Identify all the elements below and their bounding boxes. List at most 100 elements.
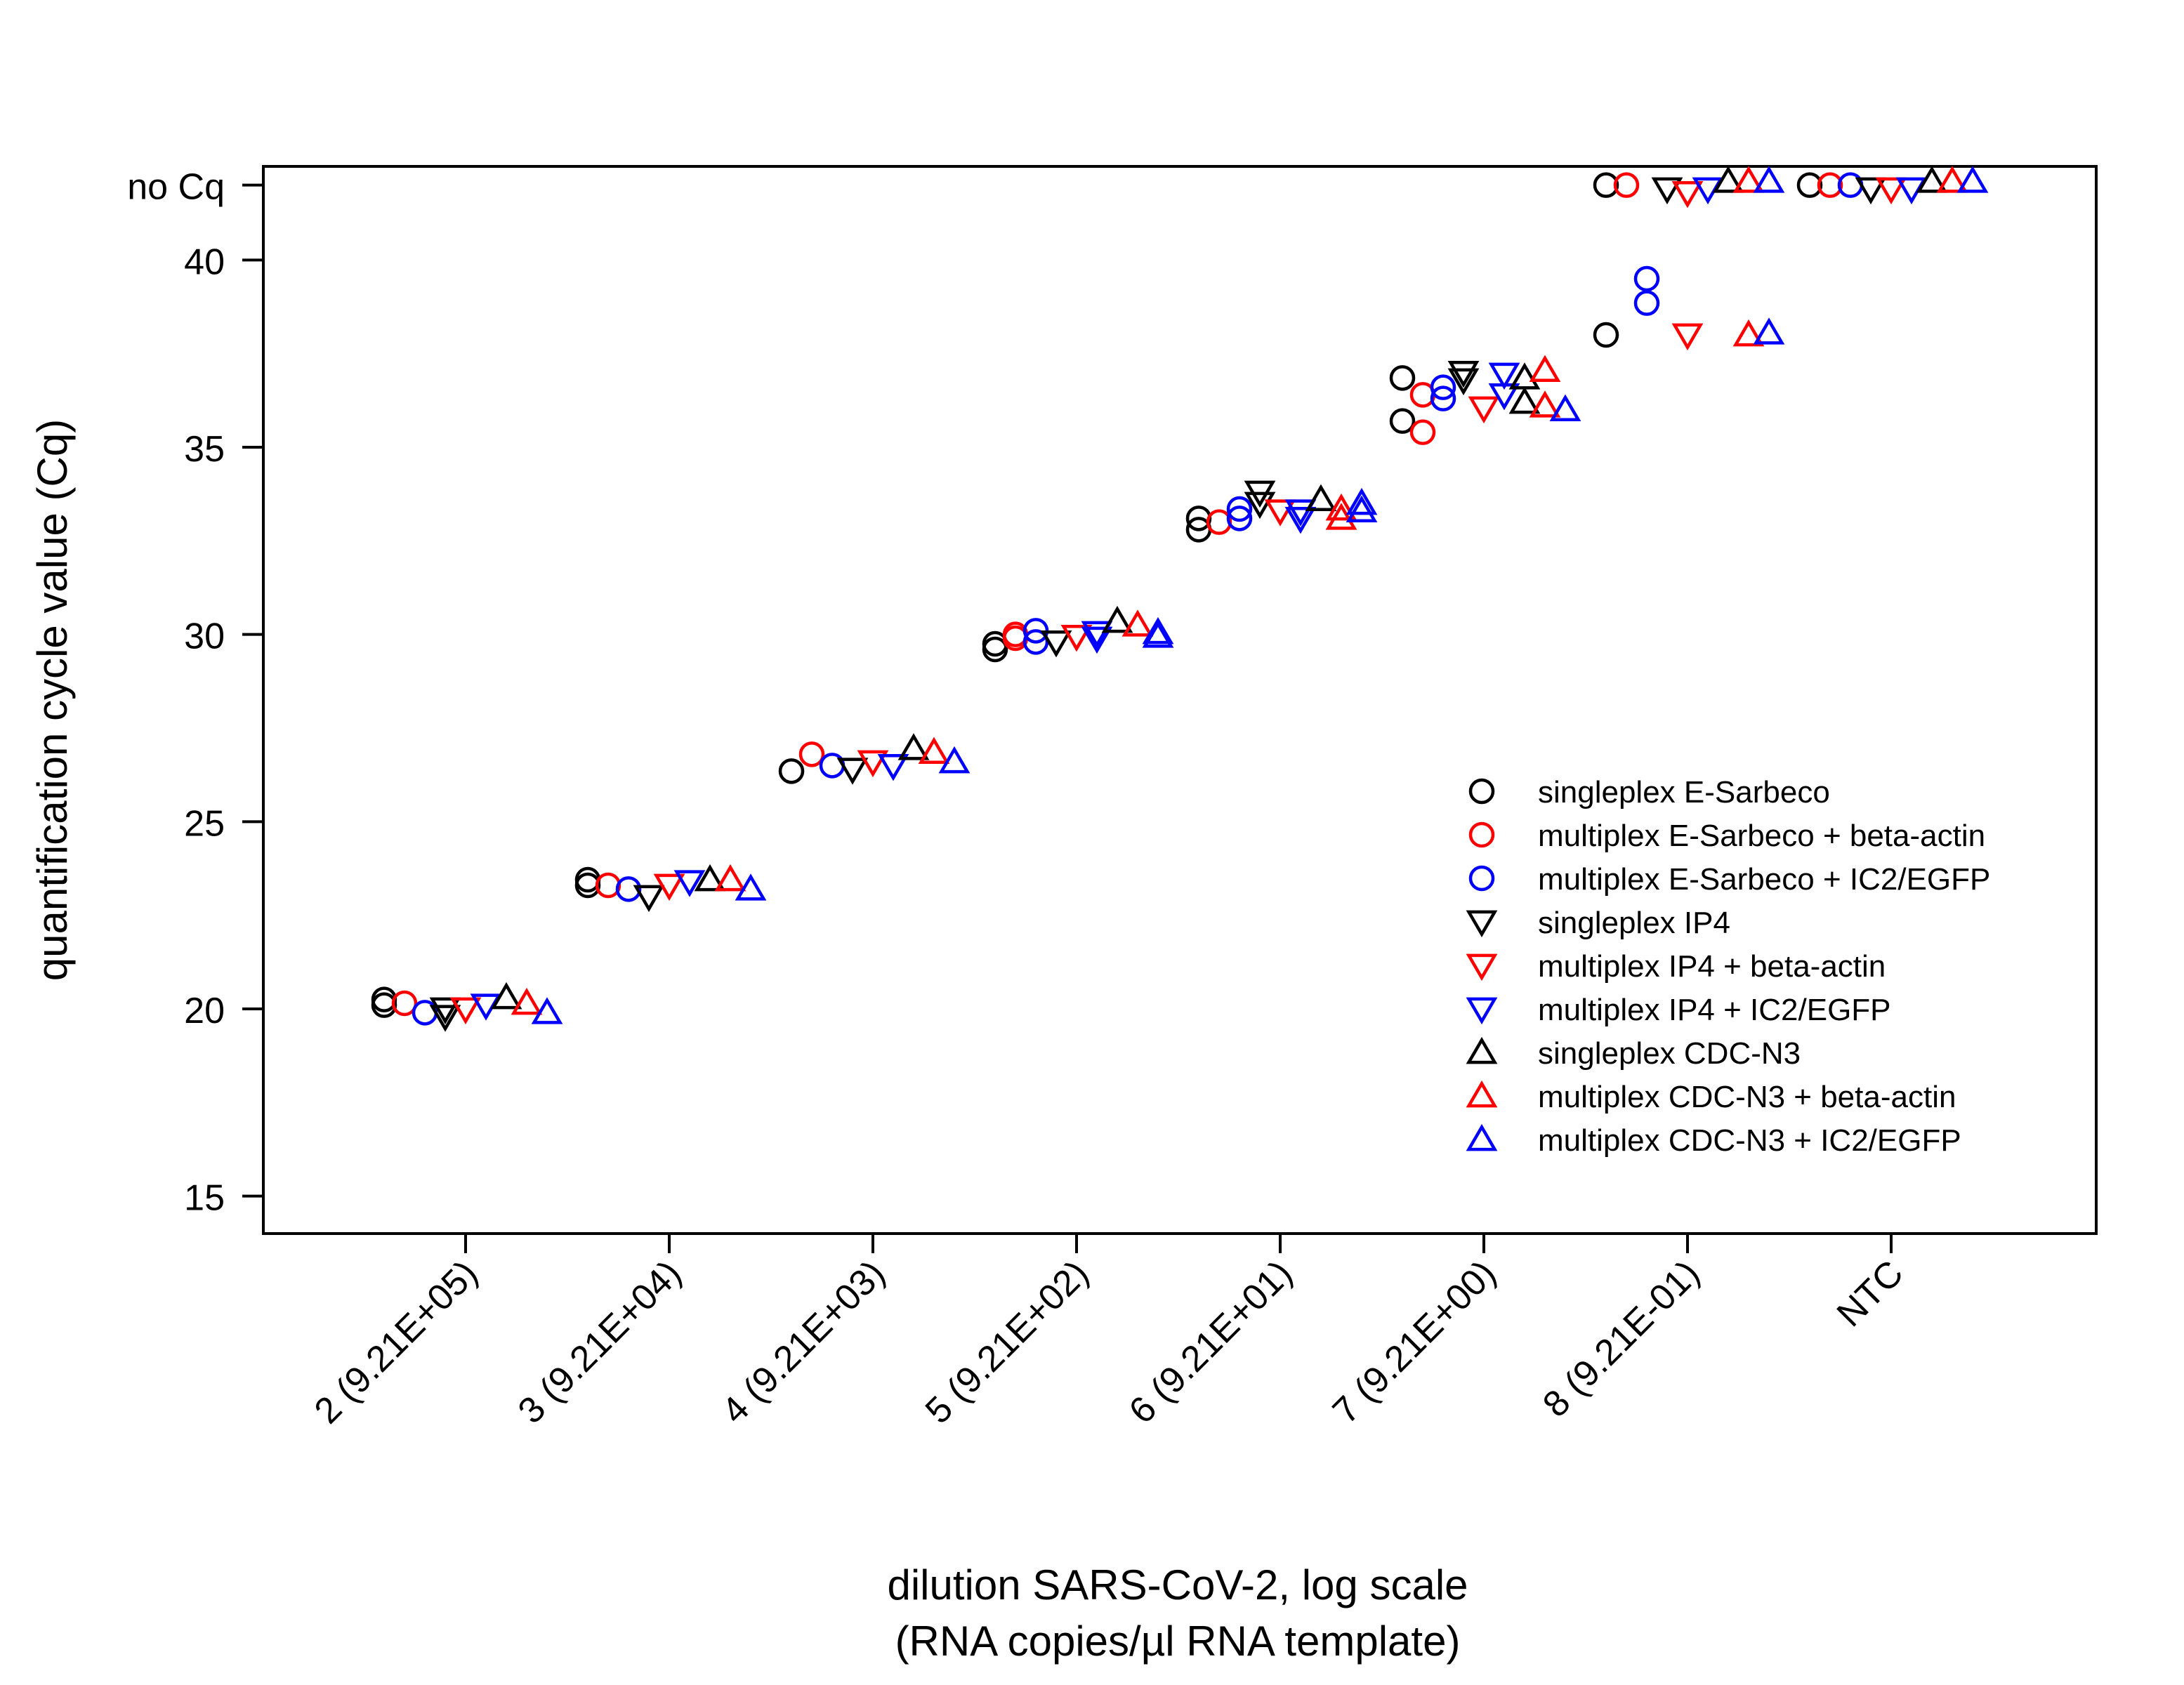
data-point — [1468, 396, 1500, 424]
data-point — [1121, 609, 1154, 637]
data-point — [857, 750, 889, 778]
data-point — [1916, 166, 1948, 193]
data-point — [1549, 394, 1581, 421]
legend-label: multiplex E-Sarbeco + beta-actin — [1538, 819, 1985, 853]
legend-label: multiplex E-Sarbeco + IC2/EGFP — [1538, 862, 1990, 897]
x-axis: 2 (9.21E+05) 3 (9.21E+04) 4 (9.21E+03) 5 (9… — [307, 1234, 1911, 1432]
data-point — [1712, 166, 1744, 193]
y-tick-label: 30 — [184, 616, 225, 657]
data-point — [653, 873, 685, 901]
legend-marker — [1466, 1123, 1498, 1151]
data-point — [897, 733, 930, 760]
data-point — [1753, 166, 1785, 193]
legend-label: singleplex CDC-N3 — [1538, 1036, 1801, 1071]
data-point — [735, 873, 767, 901]
data-point — [1206, 509, 1232, 535]
legend-label: multiplex IP4 + IC2/EGFP — [1538, 993, 1891, 1027]
data-point — [1081, 621, 1113, 649]
data-point — [1284, 499, 1317, 527]
x-tick-label: 5 (9.21E+02) — [918, 1253, 1097, 1432]
data-point — [511, 987, 543, 1015]
data-point — [694, 864, 726, 892]
data-point — [1142, 621, 1174, 648]
legend-label: singleplex IP4 — [1538, 906, 1730, 940]
data-point — [1488, 362, 1520, 390]
data-point — [429, 997, 461, 1025]
data-point — [1430, 374, 1456, 400]
y-tick-label: 15 — [184, 1178, 225, 1219]
legend-label: singleplex E-Sarbeco — [1538, 775, 1830, 810]
legend: singleplex E-Sarbeco multiplex E-Sarbeco … — [1466, 775, 1990, 1158]
data-point — [1593, 322, 1619, 348]
data-point — [798, 741, 825, 767]
data-point — [1430, 385, 1456, 411]
data-point — [1936, 166, 1968, 193]
x-tick-label: 2 (9.21E+05) — [307, 1253, 486, 1432]
data-point — [531, 997, 563, 1024]
legend-marker — [1466, 1036, 1498, 1064]
data-point — [1389, 408, 1416, 434]
data-point — [1101, 605, 1133, 633]
data-point — [1226, 496, 1253, 522]
data-point — [1244, 491, 1276, 520]
data-point — [1796, 172, 1823, 198]
plot-frame — [262, 165, 2098, 1235]
data-point — [1529, 390, 1561, 418]
data-point — [1346, 495, 1378, 522]
data-point — [490, 982, 522, 1010]
data-point — [714, 864, 746, 892]
y-tick-label: no Cq — [127, 167, 225, 208]
legend-label: multiplex IP4 + beta-actin — [1538, 949, 1886, 984]
legend-marker — [1468, 778, 1495, 805]
data-point — [673, 870, 706, 897]
data-points — [371, 166, 1989, 1032]
y-axis-label: quantification cycle value (Cq) — [29, 419, 76, 981]
data-point — [1529, 355, 1561, 382]
x-tick-label: 8 (9.21E-01) — [1535, 1253, 1707, 1425]
y-axis: 15 20 25 30 35 40 no Cq — [127, 167, 263, 1219]
data-point — [1956, 166, 1989, 193]
legend-marker — [1466, 953, 1498, 982]
data-point — [449, 997, 482, 1025]
data-point — [1284, 507, 1317, 534]
legend-marker — [1466, 910, 1498, 938]
legend-marker — [1466, 1080, 1498, 1108]
x-tick-label: 7 (9.21E+00) — [1325, 1253, 1504, 1432]
data-point — [819, 753, 846, 779]
data-point — [1022, 629, 1049, 655]
data-point — [1244, 480, 1276, 508]
data-point — [1040, 630, 1072, 658]
legend-label: multiplex CDC-N3 + beta-actin — [1538, 1080, 1956, 1114]
data-point — [633, 885, 665, 913]
x-axis-label-line-1: dilution SARS-CoV-2, log scale — [887, 1561, 1468, 1608]
x-axis-label-line-2: (RNA copies/µl RNA template) — [895, 1618, 1461, 1665]
data-point — [1325, 493, 1357, 521]
data-point — [1651, 177, 1683, 205]
data-point — [1732, 319, 1765, 347]
y-tick-label: 25 — [184, 803, 225, 844]
legend-marker — [1466, 997, 1498, 1025]
y-tick-label: 40 — [184, 242, 225, 282]
data-point — [391, 990, 418, 1017]
data-point — [1855, 177, 1887, 205]
data-point — [1447, 361, 1480, 388]
data-point — [1305, 484, 1337, 511]
data-point — [1226, 505, 1253, 531]
data-point — [1875, 177, 1907, 205]
x-tick-label: 4 (9.21E+03) — [714, 1253, 893, 1432]
data-point — [412, 1000, 438, 1026]
data-point — [1264, 499, 1296, 527]
data-point — [1753, 317, 1785, 345]
y-tick-label: 35 — [184, 429, 225, 470]
x-tick-label: 3 (9.21E+04) — [511, 1253, 690, 1432]
data-point — [877, 754, 909, 781]
legend-marker — [1468, 821, 1495, 848]
data-point — [1409, 419, 1436, 445]
data-point — [1389, 365, 1416, 391]
data-point — [1142, 616, 1174, 645]
data-point — [429, 1005, 461, 1032]
data-point — [778, 758, 805, 784]
data-point — [1671, 181, 1704, 209]
data-point — [1081, 626, 1113, 654]
data-point — [1613, 172, 1640, 198]
